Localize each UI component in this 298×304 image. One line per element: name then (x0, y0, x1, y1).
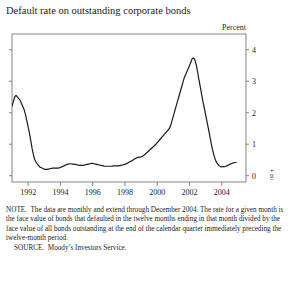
x-tick-label: 1992 (20, 188, 36, 197)
note: NOTE. The data are monthly and extend th… (6, 206, 284, 242)
y-tick-left (9, 112, 12, 113)
y-tick-label: 4 (252, 46, 256, 55)
y-tick-label: 2 (252, 109, 256, 118)
y-tick-label: 1 (252, 140, 256, 149)
annotation: – (269, 175, 274, 182)
note-line: face value of all bonds outstanding at t… (6, 225, 281, 233)
y-tick-label: 3 (252, 77, 256, 86)
y-tick-left (9, 144, 12, 145)
y-tick (246, 175, 249, 176)
title: Default rate on outstanding corporate bo… (6, 5, 191, 16)
x-tick (221, 182, 222, 186)
x-tick-label: 2002 (182, 188, 198, 197)
chart: Default rate on outstanding corporate bo… (0, 0, 298, 304)
y-tick (246, 112, 249, 113)
x-tick (124, 182, 125, 186)
y-axis-label: Percent (222, 23, 247, 32)
note-line: NOTE. The data are monthly and extend th… (6, 206, 284, 214)
x-tick-label: 2000 (149, 188, 165, 197)
x-tick-label: 1998 (117, 188, 133, 197)
x-tick (189, 182, 190, 186)
plot-frame (12, 34, 246, 182)
x-tick (92, 182, 93, 186)
x-tick (28, 182, 29, 186)
y-tick-left (9, 49, 12, 50)
y-tick-label: 0 (252, 172, 256, 181)
data-line (12, 58, 237, 169)
y-tick (246, 81, 249, 82)
plot-group (12, 58, 237, 169)
y-tick-left (9, 175, 12, 176)
y-tick (246, 144, 249, 145)
x-tick-label: 2004 (214, 188, 230, 197)
x-tick (60, 182, 61, 186)
y-tick-left (9, 81, 12, 82)
y-tick (246, 49, 249, 50)
x-tick (157, 182, 158, 186)
note-line: the face value of bonds that defaulted i… (6, 215, 280, 223)
x-tick-label: 1996 (85, 188, 101, 197)
x-tick-label: 1994 (52, 188, 68, 197)
source: SOURCE. Moody’s Investors Service. (14, 244, 127, 252)
note-line: twelve-month period. (6, 234, 68, 242)
